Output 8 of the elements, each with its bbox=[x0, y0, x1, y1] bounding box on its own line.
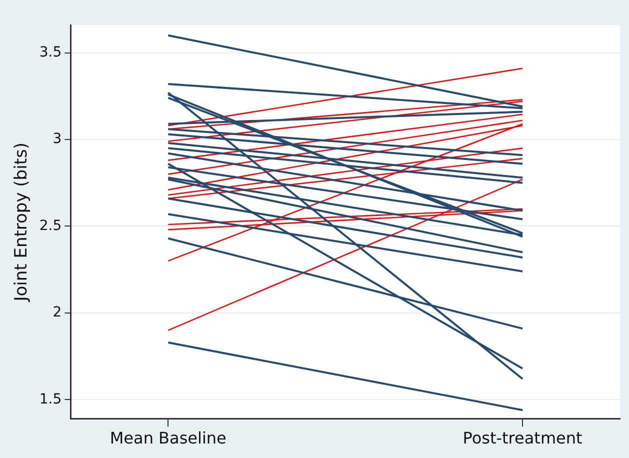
x-tick-label: Post-treatment bbox=[462, 428, 582, 448]
y-tick-label: 2.5 bbox=[39, 218, 62, 234]
y-tick-label: 3.5 bbox=[39, 44, 62, 60]
x-tick-label: Mean Baseline bbox=[110, 428, 226, 448]
y-tick-label: 2 bbox=[52, 304, 62, 321]
y-axis-title: Joint Entropy (bits) bbox=[12, 142, 32, 302]
y-tick-label: 1.5 bbox=[39, 391, 62, 408]
y-tick-label: 3 bbox=[52, 131, 62, 148]
